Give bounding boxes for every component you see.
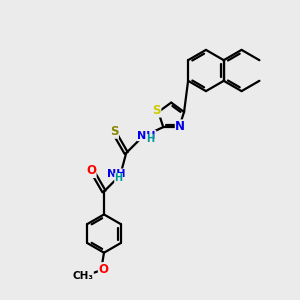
Text: S: S	[152, 104, 161, 117]
Text: H: H	[146, 134, 154, 144]
Text: NH: NH	[137, 130, 156, 141]
Text: N: N	[175, 120, 185, 133]
Text: O: O	[98, 263, 108, 276]
Text: CH₃: CH₃	[72, 271, 93, 281]
Text: NH: NH	[107, 169, 125, 179]
Text: H: H	[114, 173, 122, 183]
Text: O: O	[86, 164, 96, 178]
Text: S: S	[110, 125, 118, 138]
